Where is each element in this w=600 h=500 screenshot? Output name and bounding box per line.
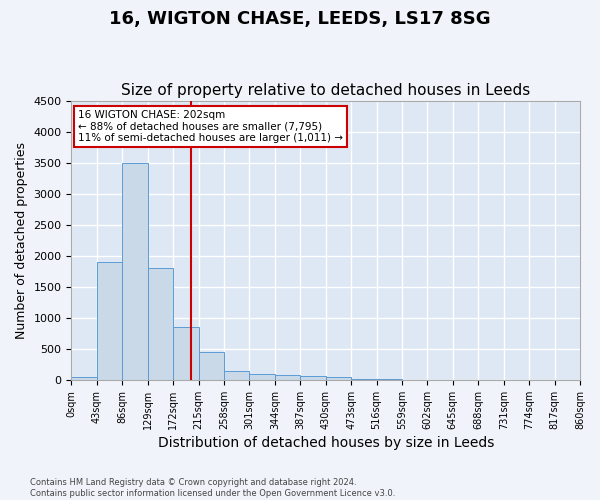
Bar: [275, 375, 300, 380]
Bar: [199, 352, 224, 380]
Bar: [351, 378, 377, 380]
Bar: [71, 377, 97, 380]
Text: 16, WIGTON CHASE, LEEDS, LS17 8SG: 16, WIGTON CHASE, LEEDS, LS17 8SG: [109, 10, 491, 28]
Bar: [122, 162, 148, 380]
Y-axis label: Number of detached properties: Number of detached properties: [15, 142, 28, 339]
X-axis label: Distribution of detached houses by size in Leeds: Distribution of detached houses by size …: [158, 436, 494, 450]
Text: 16 WIGTON CHASE: 202sqm
← 88% of detached houses are smaller (7,795)
11% of semi: 16 WIGTON CHASE: 202sqm ← 88% of detache…: [78, 110, 343, 143]
Text: Contains HM Land Registry data © Crown copyright and database right 2024.
Contai: Contains HM Land Registry data © Crown c…: [30, 478, 395, 498]
Bar: [224, 370, 250, 380]
Bar: [250, 374, 275, 380]
Bar: [97, 262, 122, 380]
Bar: [326, 378, 351, 380]
Bar: [300, 376, 326, 380]
Bar: [148, 268, 173, 380]
Title: Size of property relative to detached houses in Leeds: Size of property relative to detached ho…: [121, 83, 530, 98]
Bar: [173, 327, 199, 380]
